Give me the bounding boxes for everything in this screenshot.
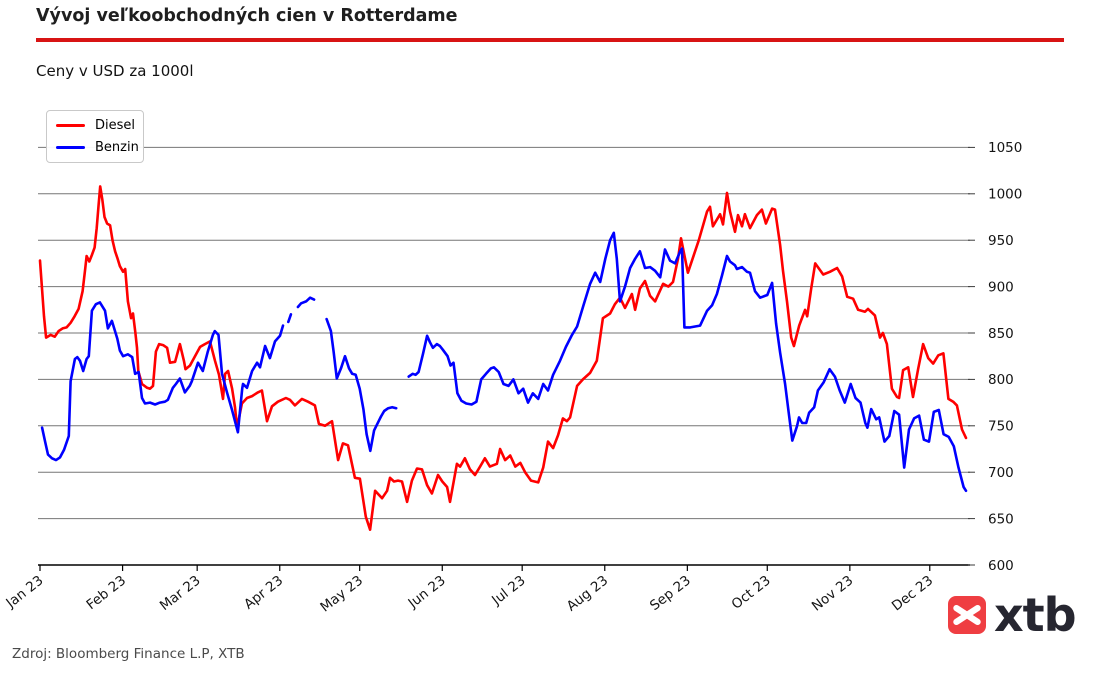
diesel-line xyxy=(38,185,968,532)
benzin-line xyxy=(296,296,316,309)
y-tick-label: 850 xyxy=(988,326,1014,342)
x-tick-label: Oct 23 xyxy=(729,573,774,613)
x-tick-label: Sep 23 xyxy=(647,573,694,614)
benzin-line xyxy=(286,313,293,324)
benzin-line xyxy=(325,317,398,453)
chart-legend: Diesel Benzin xyxy=(46,110,144,163)
y-tick-label: 750 xyxy=(988,419,1014,435)
benzin-line xyxy=(40,301,285,462)
x-tick-label: Mar 23 xyxy=(157,573,204,615)
y-tick-label: 900 xyxy=(988,279,1014,295)
y-tick-label: 950 xyxy=(988,233,1014,249)
benzin-line-swatch xyxy=(56,145,85,150)
page-title: Vývoj veľkoobchodných cien v Rotterdame xyxy=(36,6,458,26)
x-tick-label: Dec 23 xyxy=(889,573,936,615)
chart-subtitle: Ceny v USD za 1000l xyxy=(36,62,194,80)
x-tick-label: Jul 23 xyxy=(488,573,528,609)
y-tick-label: 1050 xyxy=(988,140,1022,156)
legend-label-diesel: Diesel xyxy=(95,118,136,133)
y-tick-label: 1000 xyxy=(988,187,1022,203)
xtb-logo-text: xtb xyxy=(994,588,1077,642)
x-tick-label: Aug 23 xyxy=(564,573,612,615)
x-tick-label: Apr 23 xyxy=(241,573,286,613)
y-tick-label: 650 xyxy=(988,511,1014,527)
x-tick-label: Jun 23 xyxy=(405,573,449,612)
y-tick-label: 800 xyxy=(988,372,1014,388)
x-tick-label: Jan 23 xyxy=(3,573,47,612)
title-accent-rule xyxy=(36,38,1064,42)
x-tick-label: Feb 23 xyxy=(83,573,129,614)
y-tick-label: 700 xyxy=(988,465,1014,481)
xtb-logo: xtb xyxy=(948,588,1077,642)
y-tick-label: 600 xyxy=(988,558,1014,574)
x-tick-label: Nov 23 xyxy=(809,573,857,615)
legend-item-benzin: Benzin xyxy=(56,140,139,155)
source-attribution: Zdroj: Bloomberg Finance L.P, XTB xyxy=(12,646,245,662)
legend-item-diesel: Diesel xyxy=(56,118,136,133)
x-tick-label: May 23 xyxy=(317,573,366,616)
legend-label-benzin: Benzin xyxy=(95,140,139,155)
diesel-line-swatch xyxy=(56,123,85,128)
xtb-x-glyph xyxy=(953,604,981,626)
xtb-logo-icon xyxy=(948,596,986,634)
benzin-line xyxy=(407,231,968,493)
